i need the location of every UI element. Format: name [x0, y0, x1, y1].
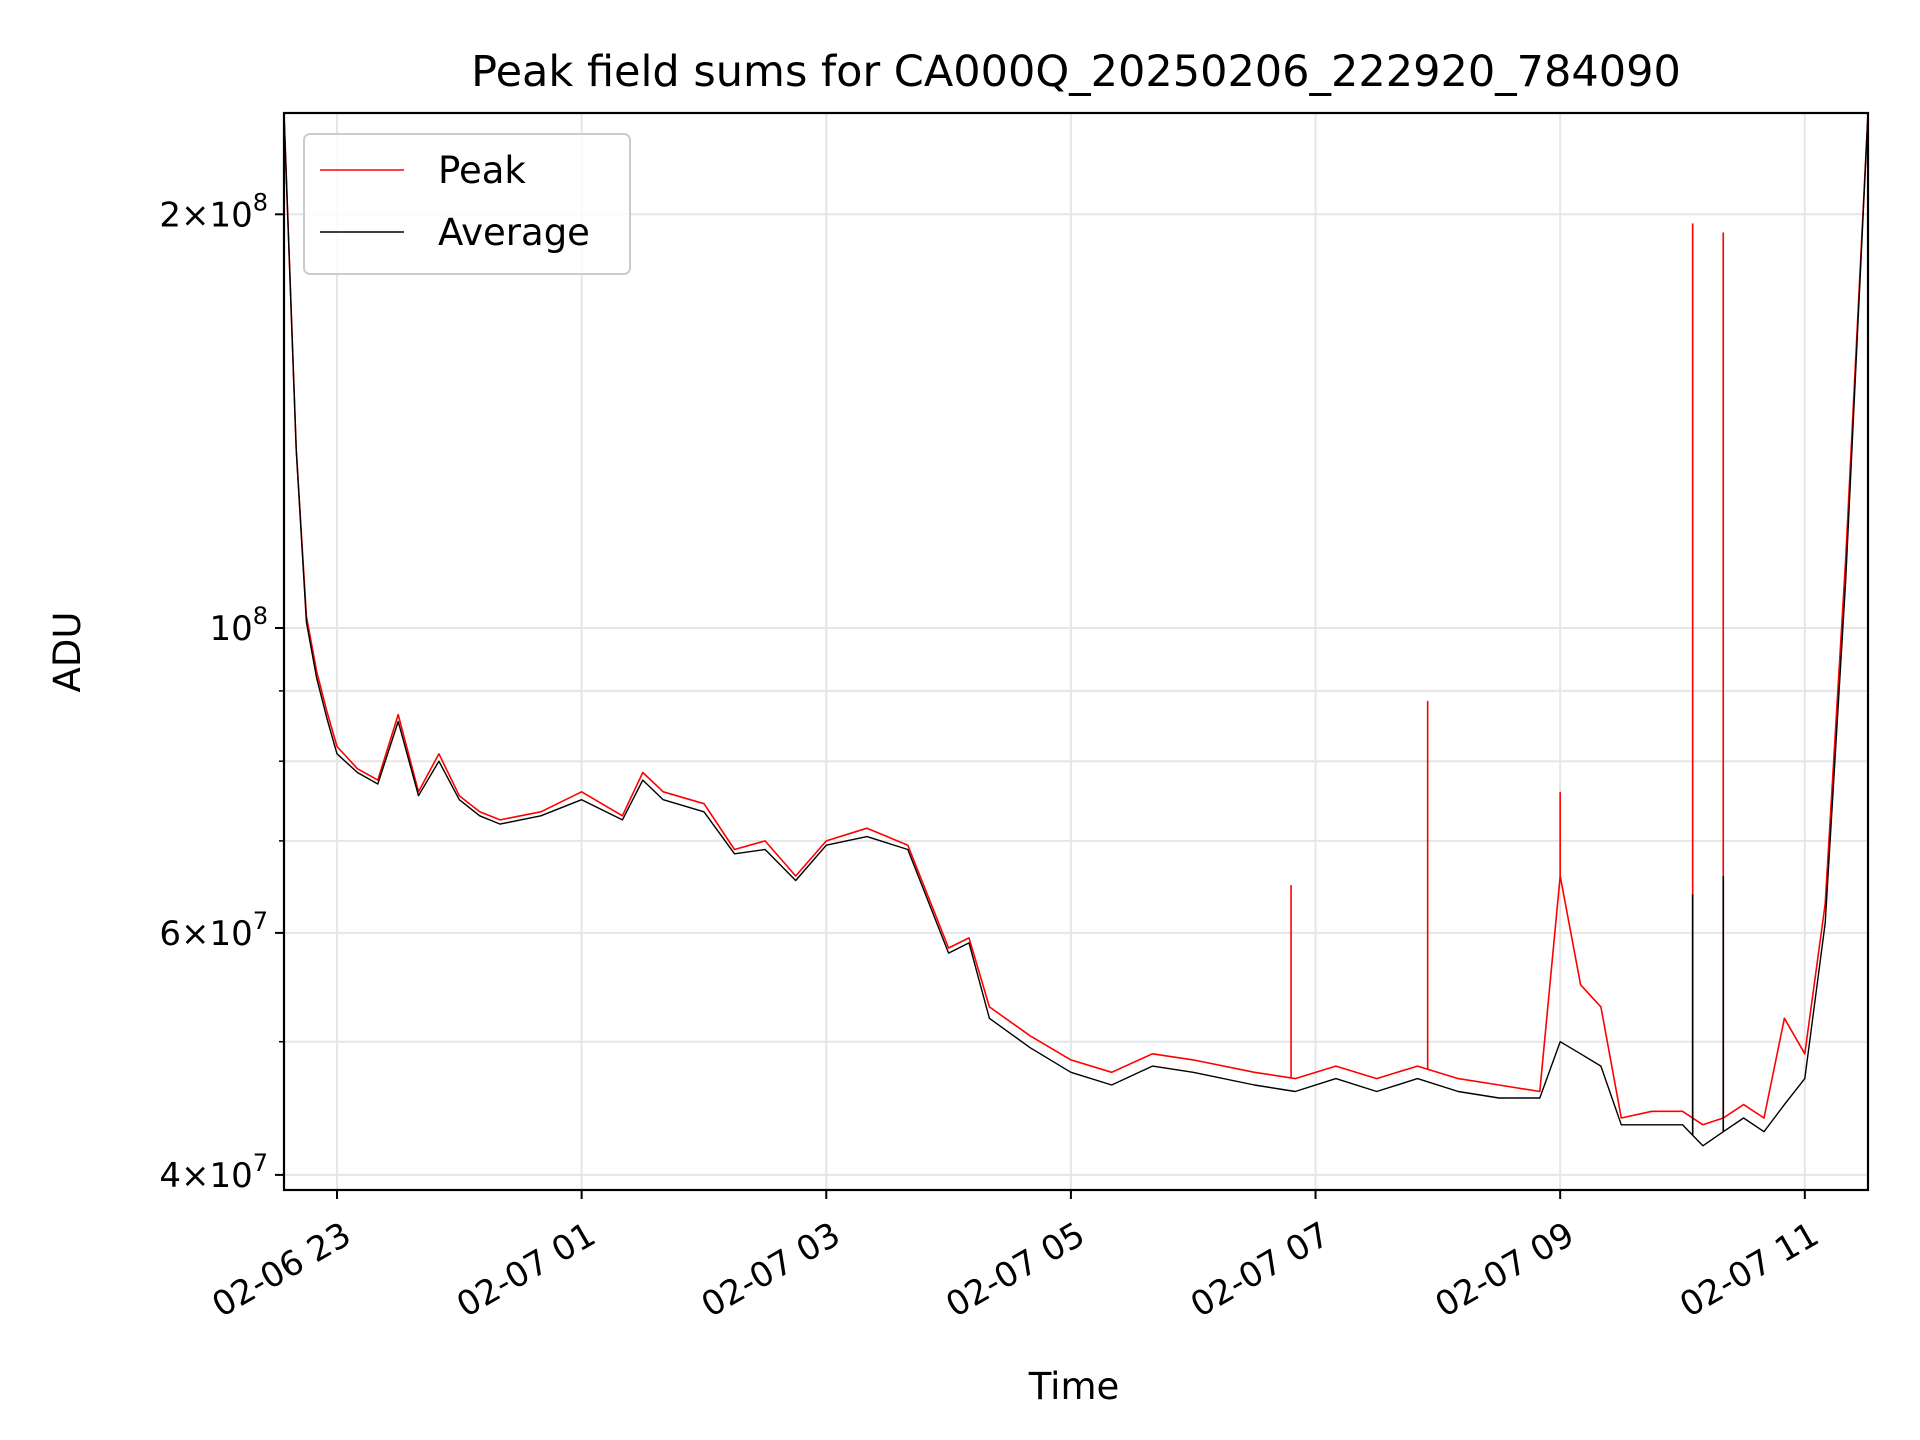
- y-tick-label: 4×107: [159, 1149, 268, 1196]
- y-tick-label: 6×107: [159, 907, 268, 954]
- series-line-average: [283, 112, 1869, 1147]
- legend: Peak Average: [303, 133, 631, 275]
- series-line-peak: [283, 112, 1869, 1126]
- y-axis: 4×107 6×107 108 2×108: [159, 188, 284, 1196]
- plot-frame: [282, 111, 1870, 1192]
- y-tick-label: 2×108: [159, 188, 268, 235]
- chart-title: Peak field sums for CA000Q_20250206_2229…: [471, 47, 1681, 97]
- y-axis-label: ADU: [46, 612, 89, 693]
- legend-label-peak: Peak: [438, 149, 526, 192]
- y-tick-label: 108: [209, 602, 268, 649]
- grid-lines: [284, 113, 1868, 1190]
- x-axis-label: Time: [1028, 1365, 1120, 1408]
- legend-box: [303, 133, 631, 275]
- series-lines: [283, 112, 1869, 1147]
- legend-label-average: Average: [438, 211, 590, 254]
